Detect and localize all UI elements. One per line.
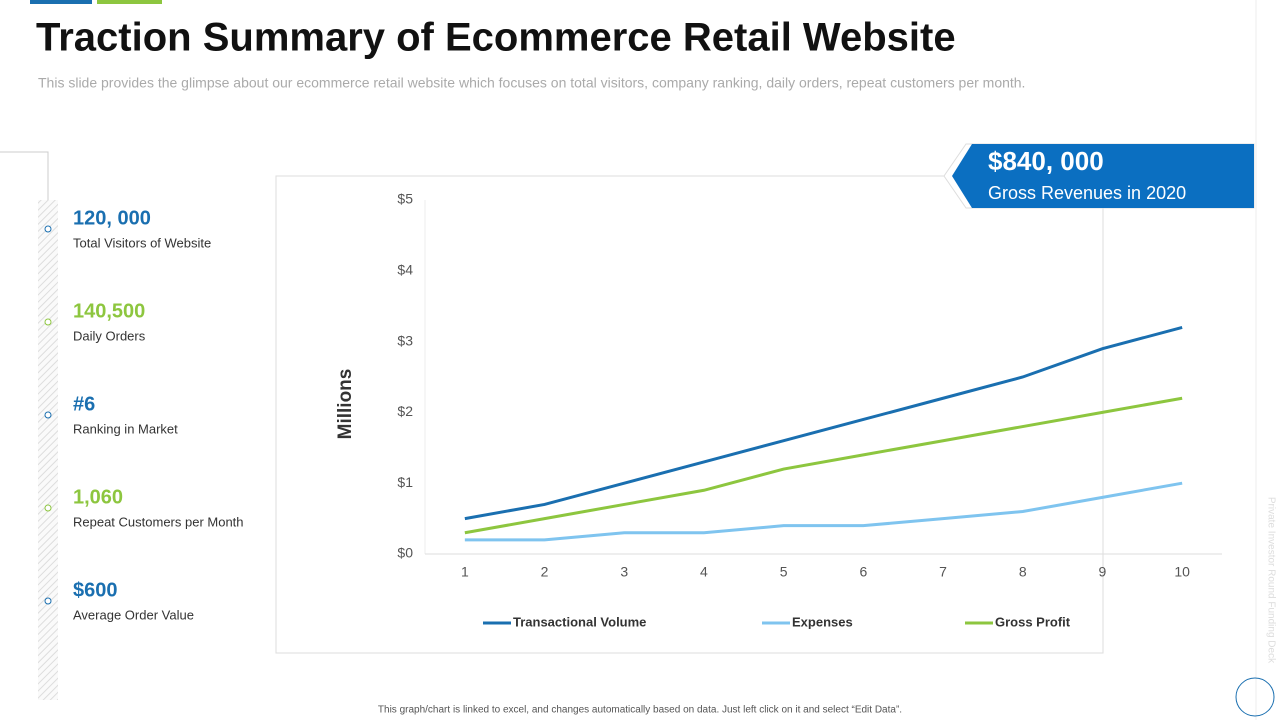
legend-label: Expenses — [792, 614, 853, 629]
kpi-value: 140,500 — [73, 300, 145, 322]
timeline-dot — [44, 504, 52, 512]
side-note: Private Investor Round Funding Deck — [1265, 497, 1276, 664]
y-tick-label: $2 — [397, 403, 413, 419]
kpi-value: $600 — [73, 579, 118, 601]
series-line — [464, 396, 1183, 535]
legend-label: Transactional Volume — [513, 614, 646, 629]
y-tick-label: $5 — [397, 191, 413, 207]
footer-note: This graph/chart is linked to excel, and… — [378, 705, 902, 716]
timeline-dot — [44, 225, 52, 233]
x-tick-label: 8 — [1019, 564, 1027, 580]
callout-value: $840, 000 — [988, 146, 1104, 176]
kpi-value: 120, 000 — [73, 207, 151, 229]
title: Traction Summary of Ecommerce Retail Web… — [36, 16, 956, 60]
kpi-label: Daily Orders — [73, 328, 146, 343]
x-tick-label: 6 — [859, 564, 867, 580]
timeline-dot — [44, 318, 52, 326]
kpi-label: Total Visitors of Website — [73, 235, 211, 250]
corner-line — [0, 151, 49, 200]
y-tick-label: $0 — [397, 545, 413, 561]
timeline-dot — [44, 597, 52, 605]
kpi-label: Average Order Value — [73, 607, 194, 622]
kpi-value: 1,060 — [73, 486, 123, 508]
series-line — [464, 325, 1183, 521]
x-tick-label: 10 — [1174, 564, 1190, 580]
x-tick-label: 1 — [461, 564, 469, 580]
callout-label: Gross Revenues in 2020 — [988, 183, 1186, 203]
callout — [952, 144, 1254, 208]
y-tick-label: $4 — [397, 262, 413, 278]
x-tick-label: 5 — [780, 564, 788, 580]
x-tick-label: 4 — [700, 564, 708, 580]
y-axis-label: Millions — [335, 369, 356, 440]
legend-label: Gross Profit — [995, 614, 1071, 629]
x-tick-label: 9 — [1099, 564, 1107, 580]
chart-box — [275, 175, 1104, 654]
series-line — [464, 481, 1183, 542]
x-tick-label: 3 — [620, 564, 628, 580]
x-tick-label: 7 — [939, 564, 947, 580]
subtitle: This slide provides the glimpse about ou… — [38, 75, 1025, 91]
x-tick-label: 2 — [541, 564, 549, 580]
top-bar — [30, 0, 92, 4]
kpi-value: #6 — [73, 393, 95, 415]
timeline — [38, 200, 58, 700]
y-tick-label: $3 — [397, 332, 413, 348]
top-bar — [97, 0, 162, 4]
nav-circle — [1235, 677, 1275, 717]
kpi-label: Ranking in Market — [73, 421, 178, 436]
timeline-dot — [44, 411, 52, 419]
y-tick-label: $1 — [397, 474, 413, 490]
kpi-label: Repeat Customers per Month — [73, 514, 244, 529]
